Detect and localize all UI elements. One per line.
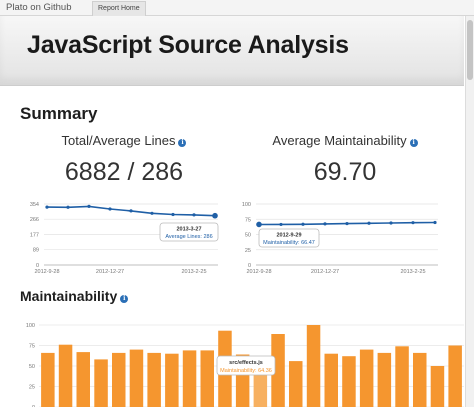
y-tick-label: 0 bbox=[32, 405, 35, 407]
bar bbox=[112, 352, 126, 407]
bar bbox=[306, 325, 321, 407]
bar bbox=[289, 361, 303, 407]
y-tick-label: 100 bbox=[26, 323, 35, 329]
data-point bbox=[301, 222, 305, 226]
bar bbox=[430, 366, 445, 407]
page-title: JavaScript Source Analysis bbox=[27, 31, 349, 59]
bar bbox=[413, 352, 427, 407]
x-tick-label: 2012-12-27 bbox=[96, 269, 124, 275]
bar bbox=[76, 352, 90, 407]
lines-line-chart: 0 89 177 266 354 2012-9-28 2012-12-27 2013-2-25… bbox=[30, 202, 219, 275]
bar bbox=[94, 359, 108, 407]
data-point bbox=[87, 204, 91, 209]
maintainability-heading: Maintainability i bbox=[20, 288, 129, 304]
maintainability-stat-title: Average Maintainability i bbox=[250, 133, 440, 148]
bar bbox=[271, 334, 285, 407]
maintainability-bar-chart: 0 25 50 75 100 src/effects.js Maintainabilit… bbox=[26, 323, 464, 407]
bar bbox=[448, 345, 462, 407]
chart-tooltip: 2013-3-27 Average Lines: 286 bbox=[159, 222, 219, 242]
vertical-scrollbar[interactable] bbox=[465, 16, 474, 407]
y-tick-label: 0 bbox=[248, 263, 251, 269]
bar bbox=[182, 350, 197, 407]
chart-tooltip: 2012-9-29 Maintainability: 66.47 bbox=[258, 228, 320, 248]
lines-stat-value: 6882 / 286 bbox=[64, 158, 184, 186]
y-tick-label: 177 bbox=[30, 233, 39, 239]
data-point bbox=[433, 220, 437, 225]
info-icon[interactable]: i bbox=[120, 295, 129, 303]
y-tick-label: 50 bbox=[245, 233, 251, 239]
lines-stat-title: Total/Average Lines i bbox=[29, 133, 219, 148]
x-tick-label: 2013-2-25 bbox=[181, 269, 206, 275]
bar bbox=[200, 350, 214, 407]
info-icon[interactable]: i bbox=[178, 139, 187, 147]
tooltip-value: Maintainability: 64.36 bbox=[220, 368, 272, 374]
data-point bbox=[171, 212, 175, 217]
scrollbar-thumb[interactable] bbox=[467, 20, 473, 80]
tooltip-value: Maintainability: 66.47 bbox=[263, 240, 315, 246]
bar bbox=[58, 344, 73, 407]
chart-tooltip: src/effects.js Maintainability: 64.36 bbox=[216, 355, 276, 376]
maintainability-heading-text: Maintainability bbox=[20, 288, 118, 304]
y-tick-label: 25 bbox=[29, 385, 35, 391]
data-point bbox=[192, 213, 196, 217]
bar bbox=[129, 349, 144, 407]
data-point bbox=[212, 212, 218, 219]
maintainability-line-chart: 0 25 50 75 100 2012-9-28 2012-12-27 2013-2-25 2… bbox=[242, 202, 438, 275]
bar bbox=[342, 356, 356, 407]
page-header: JavaScript Source Analysis bbox=[0, 16, 464, 86]
maintainability-stat-title-text: Average Maintainability bbox=[272, 133, 407, 148]
tooltip-value: Average Lines: 286 bbox=[165, 234, 212, 240]
data-point bbox=[150, 211, 154, 215]
x-tick-label: 2012-12-27 bbox=[311, 269, 339, 275]
data-point bbox=[256, 221, 262, 228]
x-tick-label: 2012-9-28 bbox=[34, 269, 59, 275]
bar bbox=[41, 352, 55, 407]
data-point bbox=[323, 222, 327, 226]
y-tick-label: 89 bbox=[33, 248, 39, 254]
tab-report-home[interactable]: Report Home bbox=[92, 1, 146, 16]
y-tick-label: 75 bbox=[29, 344, 35, 350]
bar bbox=[147, 352, 161, 407]
bar bbox=[324, 353, 338, 407]
data-point bbox=[367, 221, 371, 225]
summary-heading: Summary bbox=[20, 104, 98, 123]
tooltip-file: src/effects.js bbox=[229, 360, 263, 366]
data-point bbox=[108, 207, 112, 211]
tooltip-date: 2013-3-27 bbox=[176, 227, 201, 233]
data-point bbox=[345, 221, 349, 226]
data-point bbox=[411, 221, 415, 225]
y-tick-label: 75 bbox=[245, 217, 251, 223]
bar bbox=[165, 353, 179, 407]
maintainability-stat-value: 69.70 bbox=[313, 158, 377, 186]
y-tick-label: 100 bbox=[242, 202, 251, 208]
lines-stat-title-text: Total/Average Lines bbox=[61, 133, 176, 148]
bar bbox=[377, 352, 392, 407]
y-tick-label: 354 bbox=[30, 202, 39, 208]
data-point bbox=[66, 205, 70, 209]
data-point bbox=[45, 205, 49, 209]
y-tick-label: 0 bbox=[36, 263, 39, 269]
x-tick-label: 2013-2-25 bbox=[400, 269, 425, 275]
data-point bbox=[389, 221, 393, 225]
bar bbox=[359, 349, 374, 407]
info-icon[interactable]: i bbox=[409, 139, 418, 147]
top-navbar: Plato on Github Report Home bbox=[0, 0, 474, 16]
data-point bbox=[129, 209, 133, 213]
brand-link[interactable]: Plato on Github bbox=[6, 2, 72, 13]
bar bbox=[395, 346, 409, 407]
y-tick-label: 25 bbox=[245, 248, 251, 254]
data-point bbox=[279, 222, 283, 227]
x-tick-label: 2012-9-28 bbox=[246, 269, 271, 275]
y-tick-label: 266 bbox=[30, 217, 39, 223]
tooltip-date: 2012-9-29 bbox=[276, 233, 301, 239]
y-tick-label: 50 bbox=[29, 364, 35, 370]
